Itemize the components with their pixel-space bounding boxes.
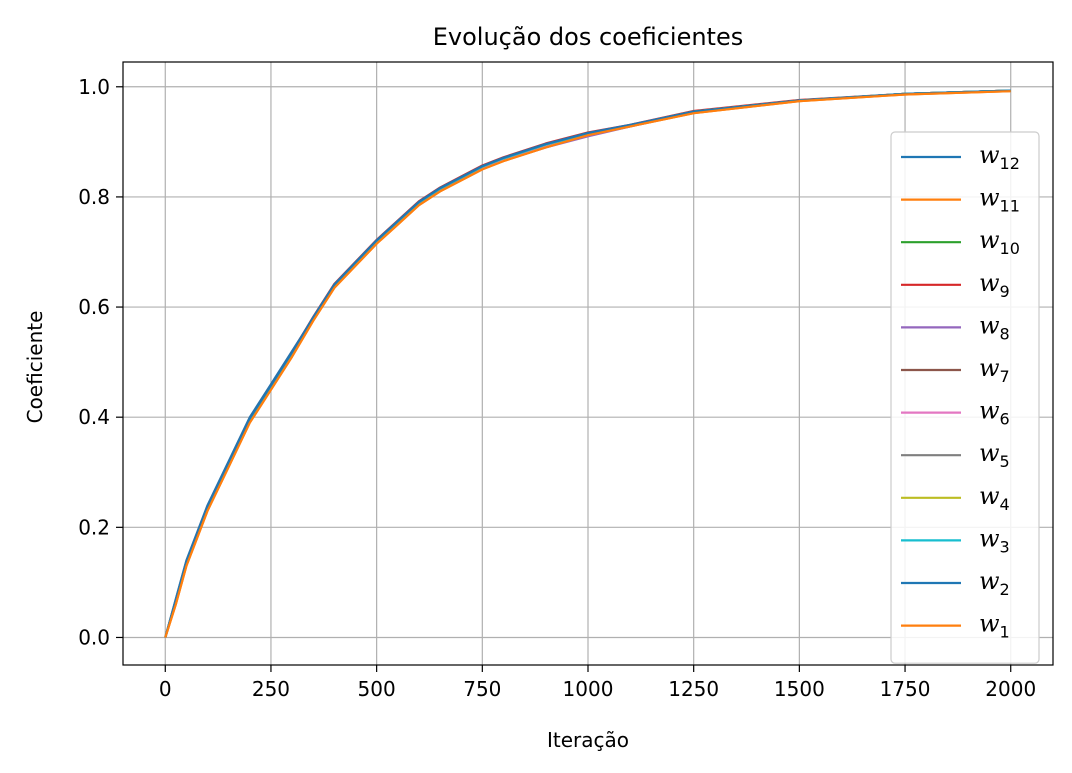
chart-title: Evolução dos coeficientes <box>433 23 743 51</box>
legend-label-symbol: w <box>979 354 1000 382</box>
legend-label-symbol: w <box>979 610 1000 638</box>
legend-label-symbol: w <box>979 482 1000 510</box>
x-tick-label: 1500 <box>774 677 825 701</box>
legend-label-subscript: 7 <box>1000 367 1010 386</box>
legend-label-w8: w8 <box>979 311 1010 343</box>
series-line-w2 <box>164 89 1011 638</box>
legend-label-subscript: 2 <box>1000 580 1010 599</box>
x-tick-label: 1750 <box>880 677 931 701</box>
x-tick-label: 250 <box>252 677 290 701</box>
x-axis-label: Iteração <box>547 728 629 752</box>
legend-label-w11: w11 <box>979 184 1020 216</box>
y-tick-label: 0.6 <box>78 295 110 319</box>
legend-label-subscript: 10 <box>1000 239 1020 258</box>
legend-label-symbol: w <box>979 567 1000 595</box>
legend-label-w2: w2 <box>979 567 1010 599</box>
y-tick-label: 1.0 <box>78 75 110 99</box>
legend-label-symbol: w <box>979 397 1000 425</box>
series-layer <box>164 89 1011 638</box>
legend-label-subscript: 6 <box>1000 410 1010 429</box>
legend-label-subscript: 12 <box>1000 154 1020 173</box>
legend-label-symbol: w <box>979 226 1000 254</box>
legend-label-subscript: 9 <box>1000 282 1010 301</box>
legend-label-subscript: 1 <box>1000 623 1010 642</box>
series-line-w1 <box>164 90 1011 638</box>
legend-label-subscript: 5 <box>1000 452 1010 471</box>
x-axis-ticks: 0 250 500 750 1000 1250 1500 1750 2000 <box>159 665 1036 701</box>
legend-label-subscript: 4 <box>1000 495 1010 514</box>
y-axis-ticks: 0.0 0.2 0.4 0.6 0.8 1.0 <box>78 75 123 649</box>
x-tick-label: 0 <box>159 677 172 701</box>
legend-label-w9: w9 <box>979 269 1010 301</box>
legend-label-subscript: 8 <box>1000 324 1010 343</box>
y-tick-label: 0.0 <box>78 625 110 649</box>
legend-label-symbol: w <box>979 439 1000 467</box>
x-tick-label: 1250 <box>668 677 719 701</box>
x-tick-label: 500 <box>358 677 396 701</box>
legend-label-w6: w6 <box>979 397 1010 429</box>
legend-label-subscript: 3 <box>1000 537 1010 556</box>
legend-label-symbol: w <box>979 269 1000 297</box>
legend-label-symbol: w <box>979 184 1000 212</box>
legend-label-w10: w10 <box>979 226 1020 258</box>
x-tick-label: 750 <box>463 677 501 701</box>
legend-label-w7: w7 <box>979 354 1010 386</box>
x-tick-label: 1000 <box>563 677 614 701</box>
legend-label-symbol: w <box>979 141 1000 169</box>
legend-box <box>890 131 1040 664</box>
y-tick-label: 0.2 <box>78 515 110 539</box>
x-tick-label: 2000 <box>985 677 1036 701</box>
legend-label-symbol: w <box>979 311 1000 339</box>
legend-label-symbol: w <box>979 524 1000 552</box>
legend-label-w5: w5 <box>979 439 1010 471</box>
y-tick-label: 0.8 <box>78 185 110 209</box>
legend-label-w1: w1 <box>979 610 1010 642</box>
legend-label-w4: w4 <box>979 482 1010 514</box>
y-tick-label: 0.4 <box>78 405 110 429</box>
y-axis-label: Coeficiente <box>23 311 47 424</box>
legend-label-w3: w3 <box>979 524 1010 556</box>
legend-label-subscript: 11 <box>1000 197 1020 216</box>
legend-label-w12: w12 <box>979 141 1020 173</box>
